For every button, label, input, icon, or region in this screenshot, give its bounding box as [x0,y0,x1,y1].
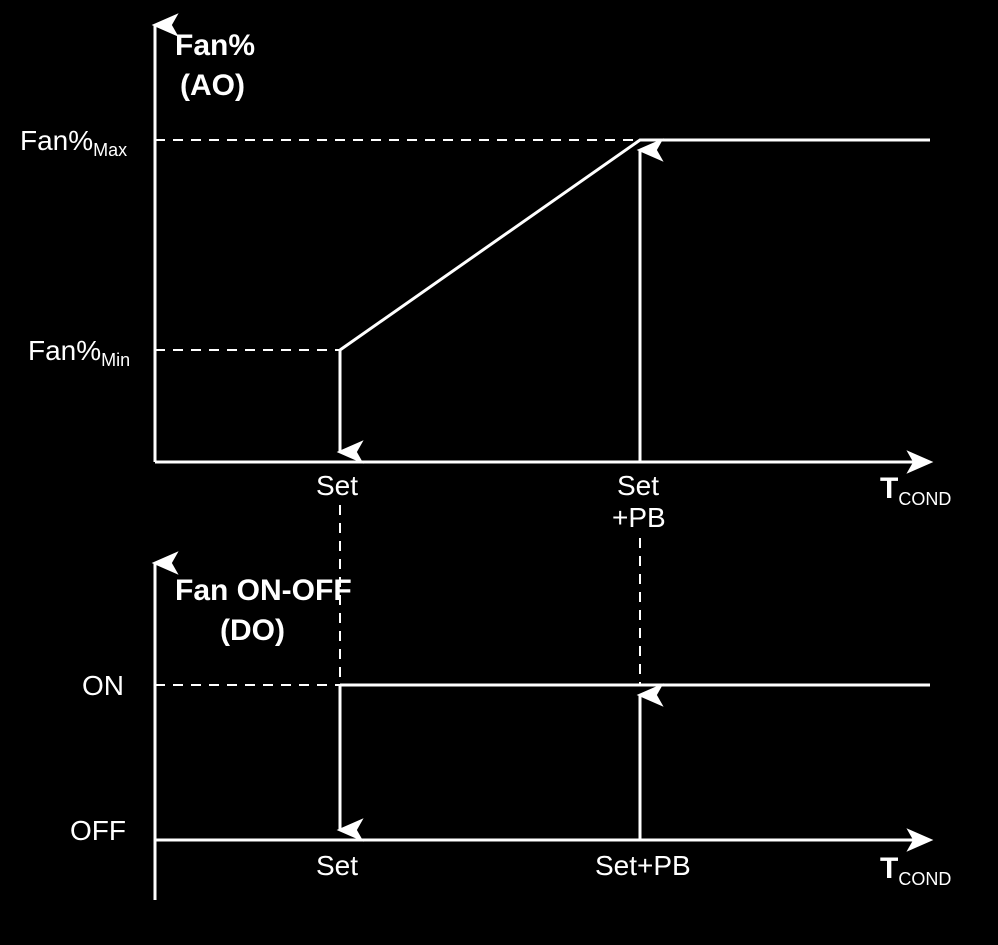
diagram-svg: Fan% (AO) Fan%Max Fan%Min Set Set +PB TC… [0,0,998,945]
upper-x-label: TCOND [880,472,951,509]
lower-chart: Fan ON-OFF (DO) ON OFF Set Set+PB TCOND [70,563,951,900]
upper-tick-setpb-2: +PB [612,502,666,533]
upper-y-title-2: (AO) [180,69,245,102]
lower-y-title-2: (DO) [220,614,285,647]
upper-tick-setpb-1: Set [617,470,659,501]
upper-tick-set: Set [316,470,358,501]
upper-y-title-1: Fan% [175,29,255,62]
fan-min-label: Fan%Min [28,335,130,370]
lower-x-label: TCOND [880,852,951,889]
lower-tick-setpb: Set+PB [595,850,691,881]
fan-max-label: Fan%Max [20,125,127,160]
lower-y-title-1: Fan ON-OFF [175,574,352,607]
upper-chart: Fan% (AO) Fan%Max Fan%Min Set Set +PB TC… [20,25,951,533]
on-label: ON [82,670,124,701]
upper-response-curve [340,140,930,350]
lower-tick-set: Set [316,850,358,881]
off-label: OFF [70,815,126,846]
